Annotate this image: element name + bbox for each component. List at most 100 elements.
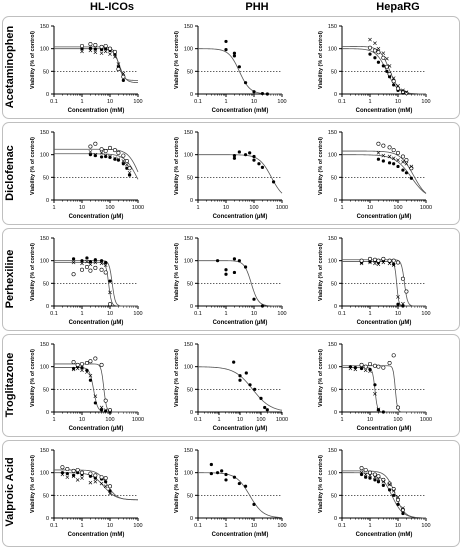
data-point: [99, 147, 104, 152]
data-point: [232, 156, 237, 160]
data-point: [103, 149, 108, 154]
data-point: [387, 482, 392, 487]
y-tick-label: 50: [187, 175, 193, 181]
x-tick-label: 0.1: [194, 417, 202, 423]
x-axis-label: Concentration (mM): [212, 108, 269, 114]
cross-stroke: [409, 164, 414, 169]
y-axis-label: Viability (% of control): [174, 31, 180, 89]
y-tick-label: 100: [184, 365, 193, 371]
data-point: [88, 46, 93, 50]
fit-curve: [54, 153, 139, 180]
data-point: [103, 153, 108, 158]
data-point: [99, 47, 104, 52]
cross-stroke: [387, 482, 392, 487]
data-point: [263, 405, 267, 410]
data-point: [373, 478, 377, 482]
fit-curve: [54, 367, 138, 413]
x-tick-label: 10: [79, 417, 85, 423]
cross-stroke: [103, 263, 108, 268]
data-point: [93, 50, 98, 55]
data-point: [364, 475, 368, 479]
data-point: [376, 477, 381, 481]
data-point: [93, 394, 98, 398]
x-tick-label: 1: [368, 311, 371, 317]
data-point: [391, 148, 396, 153]
data-point: [387, 261, 392, 266]
data-point: [391, 258, 396, 263]
data-point: [381, 143, 386, 148]
data-point: [215, 259, 220, 263]
data-point: [121, 78, 125, 82]
data-point: [376, 258, 381, 263]
panel-row-perhexiline: [2, 228, 460, 331]
data-point: [93, 258, 97, 262]
cross-stroke: [368, 369, 372, 374]
y-tick-label: 150: [328, 130, 337, 136]
data-point: [108, 155, 112, 159]
data-point: [381, 256, 386, 261]
data-point: [93, 476, 97, 480]
x-tick-label: 10: [251, 523, 257, 529]
y-axis-label: Viability (% of control): [318, 31, 324, 89]
cross-stroke: [368, 473, 372, 478]
y-axis-label: Viability (% of control): [174, 243, 180, 301]
x-tick-label: 10: [395, 99, 401, 105]
x-tick-label: 1: [196, 205, 199, 211]
data-point: [108, 484, 113, 489]
data-point: [99, 155, 104, 159]
data-point: [88, 42, 93, 47]
data-point: [116, 158, 121, 162]
data-point: [224, 39, 228, 44]
cross-stroke: [391, 76, 396, 80]
y-axis-label: Viability (% of control): [30, 349, 36, 407]
data-point: [391, 486, 396, 491]
y-tick-label: 50: [331, 281, 337, 287]
column-header-hl-icos: HL-ICOs: [90, 1, 134, 13]
data-point: [108, 46, 113, 51]
data-point: [121, 74, 126, 79]
data-point: [76, 471, 80, 475]
x-tick-label: 1: [368, 523, 371, 529]
data-point: [124, 159, 129, 164]
cross-stroke: [99, 261, 104, 266]
y-tick-label: 0: [190, 92, 193, 98]
fit-curve: [342, 259, 426, 307]
cross-stroke: [391, 156, 396, 161]
y-tick-label: 150: [40, 130, 49, 136]
cross-stroke: [125, 162, 129, 167]
cross-stroke: [401, 506, 405, 510]
x-axis-label: Concentration (µM): [69, 320, 124, 326]
y-tick-label: 0: [46, 304, 49, 310]
y-tick-label: 100: [328, 471, 337, 477]
data-point: [381, 51, 386, 56]
data-point: [265, 92, 269, 96]
y-tick-label: 100: [40, 259, 49, 265]
data-point: [224, 478, 228, 482]
data-point: [391, 79, 396, 84]
data-point: [65, 475, 70, 480]
y-tick-label: 150: [40, 342, 49, 348]
data-point: [373, 383, 377, 387]
x-tick-label: 0.1: [194, 311, 202, 317]
data-point: [93, 401, 97, 405]
data-point: [248, 383, 252, 387]
data-point: [253, 387, 257, 391]
data-point: [80, 368, 84, 373]
data-point: [99, 51, 104, 56]
cross-stroke: [60, 472, 65, 477]
data-point: [381, 365, 386, 370]
x-tick-label: 100: [133, 523, 142, 529]
fit-curve: [342, 367, 426, 413]
data-point: [368, 473, 372, 478]
data-point: [121, 162, 125, 166]
data-point: [396, 495, 400, 499]
data-point: [401, 168, 405, 172]
data-point: [348, 366, 353, 371]
y-axis-label: Viability (% of control): [30, 455, 36, 513]
data-point: [71, 474, 76, 479]
data-point: [376, 262, 381, 267]
cross-stroke: [396, 495, 400, 499]
viability-plot-acetaminophen-phh: 0 50 100 150 0.1 1 10 100 Concentration (mM) Viab…: [174, 24, 287, 114]
data-point: [79, 43, 84, 48]
data-point: [367, 470, 372, 475]
